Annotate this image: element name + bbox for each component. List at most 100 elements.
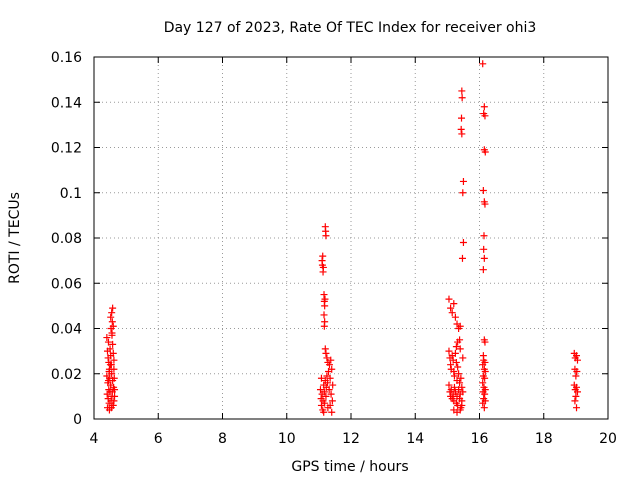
data-point bbox=[455, 370, 463, 378]
data-point bbox=[110, 397, 118, 405]
data-point bbox=[110, 356, 118, 364]
data-point bbox=[480, 232, 488, 240]
data-point bbox=[319, 268, 327, 276]
data-point bbox=[109, 340, 117, 348]
data-point bbox=[481, 112, 489, 120]
data-point bbox=[480, 103, 488, 111]
data-point bbox=[573, 404, 581, 412]
grid bbox=[94, 57, 608, 419]
data-point bbox=[455, 386, 463, 394]
data-point bbox=[445, 295, 453, 303]
data-point bbox=[458, 401, 466, 409]
data-point bbox=[479, 186, 487, 194]
data-point bbox=[447, 304, 455, 312]
data-point bbox=[320, 311, 328, 319]
data-point bbox=[327, 390, 335, 398]
data-point bbox=[481, 358, 489, 366]
data-point bbox=[480, 245, 488, 253]
data-point bbox=[324, 358, 332, 366]
data-point bbox=[456, 322, 464, 330]
data-point bbox=[326, 401, 334, 409]
data-point bbox=[459, 354, 467, 362]
x-tick-label: 10 bbox=[278, 431, 296, 447]
data-point bbox=[456, 406, 464, 414]
data-point bbox=[451, 349, 459, 357]
x-tick-label: 20 bbox=[599, 431, 617, 447]
data-point bbox=[479, 60, 487, 68]
data-point bbox=[321, 295, 329, 303]
data-point bbox=[450, 383, 458, 391]
data-point bbox=[321, 345, 329, 353]
data-point bbox=[481, 148, 489, 156]
y-tick-label: 0.12 bbox=[51, 141, 82, 157]
data-point bbox=[479, 352, 487, 360]
data-point bbox=[320, 322, 328, 330]
data-point bbox=[450, 300, 458, 308]
data-point bbox=[111, 392, 119, 400]
data-point bbox=[110, 374, 118, 382]
data-point bbox=[104, 377, 112, 385]
data-point bbox=[457, 125, 465, 133]
data-point bbox=[452, 343, 460, 351]
data-point bbox=[318, 261, 326, 269]
data-point bbox=[456, 379, 464, 387]
data-point bbox=[573, 388, 581, 396]
data-point bbox=[317, 374, 325, 382]
y-tick-label: 0 bbox=[73, 412, 82, 428]
data-point bbox=[479, 266, 487, 274]
data-point bbox=[447, 361, 455, 369]
data-point bbox=[316, 386, 324, 394]
y-tick-label: 0.16 bbox=[51, 50, 82, 66]
data-point bbox=[459, 239, 467, 247]
data-point bbox=[458, 94, 466, 102]
y-tick-label: 0.1 bbox=[60, 186, 82, 202]
data-point bbox=[459, 177, 467, 185]
data-point bbox=[481, 338, 489, 346]
y-tick-label: 0.08 bbox=[51, 231, 82, 247]
data-point bbox=[328, 365, 336, 373]
data-point bbox=[104, 338, 112, 346]
data-point bbox=[107, 313, 115, 321]
data-point bbox=[445, 347, 453, 355]
x-axis-label: GPS time / hours bbox=[291, 459, 408, 475]
data-point bbox=[328, 397, 336, 405]
axis-ticks: 4 6 8 10 12 14 16 18 20 0 0.02 0.04 0.06 0.08 0.1 0.12 0… bbox=[51, 50, 617, 447]
data-point bbox=[107, 325, 115, 332]
data-point bbox=[451, 313, 459, 321]
data-point bbox=[458, 130, 466, 138]
data-point bbox=[109, 401, 117, 409]
data-point bbox=[573, 356, 581, 364]
x-tick-label: 16 bbox=[471, 431, 489, 447]
data-point bbox=[448, 309, 456, 317]
data-point bbox=[459, 388, 467, 396]
x-tick-label: 18 bbox=[535, 431, 553, 447]
data-point bbox=[481, 367, 489, 375]
data-point bbox=[481, 374, 489, 382]
data-point bbox=[320, 388, 328, 396]
data-point bbox=[456, 336, 464, 344]
data-point bbox=[479, 379, 487, 387]
data-point bbox=[479, 399, 487, 407]
data-point bbox=[452, 358, 460, 366]
data-point bbox=[481, 390, 489, 398]
data-point bbox=[480, 254, 488, 262]
data-point bbox=[329, 381, 337, 389]
data-point bbox=[458, 114, 466, 122]
data-point bbox=[445, 381, 453, 389]
y-axis-label: ROTI / TECUs bbox=[7, 192, 23, 284]
data-point bbox=[319, 252, 327, 260]
data-point bbox=[572, 372, 580, 380]
data-point bbox=[481, 200, 489, 208]
y-tick-label: 0.14 bbox=[51, 95, 82, 111]
data-point bbox=[322, 349, 330, 357]
data-point bbox=[108, 318, 116, 326]
data-point bbox=[456, 345, 464, 353]
data-point bbox=[457, 374, 465, 382]
data-point bbox=[110, 365, 118, 373]
data-point bbox=[572, 392, 580, 400]
x-tick-label: 6 bbox=[154, 431, 163, 447]
data-point bbox=[324, 379, 332, 387]
